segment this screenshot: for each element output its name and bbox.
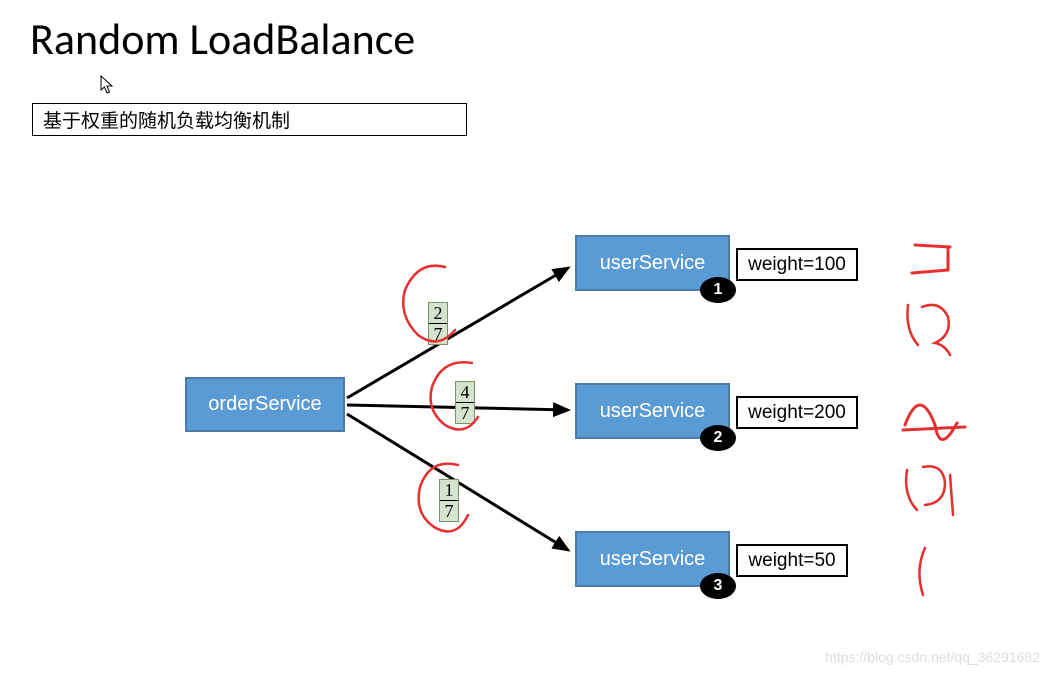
scribble-right-2 (895, 375, 985, 525)
scribble-right-3 (905, 540, 955, 610)
source-node: orderService (185, 377, 345, 432)
badge-1-text: 1 (714, 281, 723, 299)
fraction-3-num: 1 (440, 480, 458, 501)
badge-1: 1 (700, 277, 736, 303)
fraction-1-den: 7 (429, 324, 447, 344)
weight-3-label: weight=50 (748, 550, 835, 572)
target-node-1-label: userService (600, 252, 706, 275)
source-node-label: orderService (208, 393, 321, 416)
badge-2-text: 2 (714, 429, 723, 447)
fraction-2-den: 7 (456, 403, 474, 423)
fraction-1: 2 7 (428, 302, 448, 345)
weight-box-1: weight=100 (736, 248, 858, 281)
cursor-icon (100, 75, 116, 95)
weight-box-2: weight=200 (736, 396, 858, 429)
weight-1-label: weight=100 (748, 254, 846, 276)
subtitle-text: 基于权重的随机负载均衡机制 (43, 106, 290, 133)
watermark: https://blog.csdn.net/qq_36291682 (825, 649, 1040, 665)
target-node-2-label: userService (600, 400, 706, 423)
weight-box-3: weight=50 (736, 544, 848, 577)
arrows-layer (0, 0, 1050, 673)
page-title: Random LoadBalance (30, 12, 415, 66)
target-node-3-label: userService (600, 548, 706, 571)
badge-2: 2 (700, 425, 736, 451)
fraction-3-den: 7 (440, 501, 458, 521)
badge-3: 3 (700, 573, 736, 599)
weight-2-label: weight=200 (748, 402, 846, 424)
scribble-right-1 (900, 235, 980, 365)
fraction-1-num: 2 (429, 303, 447, 324)
fraction-2-num: 4 (456, 382, 474, 403)
fraction-2: 4 7 (455, 381, 475, 424)
subtitle-box: 基于权重的随机负载均衡机制 (32, 103, 467, 136)
arrow-1 (347, 268, 568, 398)
badge-3-text: 3 (714, 577, 723, 595)
fraction-3: 1 7 (439, 479, 459, 522)
